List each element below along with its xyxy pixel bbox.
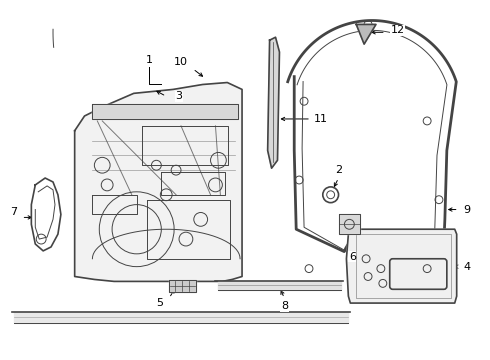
Text: 12: 12 bbox=[391, 25, 405, 35]
Text: 5: 5 bbox=[156, 298, 163, 308]
Polygon shape bbox=[74, 82, 242, 282]
Text: 7: 7 bbox=[10, 207, 17, 217]
Text: 9: 9 bbox=[463, 204, 470, 215]
Text: 8: 8 bbox=[281, 301, 288, 311]
Polygon shape bbox=[93, 104, 238, 119]
Text: 4: 4 bbox=[463, 262, 470, 272]
Text: 11: 11 bbox=[314, 114, 328, 124]
Polygon shape bbox=[346, 229, 457, 303]
Polygon shape bbox=[356, 24, 376, 44]
Text: 3: 3 bbox=[175, 91, 183, 101]
Text: 2: 2 bbox=[335, 165, 342, 175]
Polygon shape bbox=[14, 312, 348, 323]
Text: 10: 10 bbox=[174, 57, 188, 67]
Text: 1: 1 bbox=[146, 55, 153, 65]
Polygon shape bbox=[268, 37, 279, 168]
Text: 6: 6 bbox=[349, 252, 356, 262]
Polygon shape bbox=[219, 282, 341, 290]
Polygon shape bbox=[339, 215, 360, 234]
Polygon shape bbox=[169, 280, 196, 292]
